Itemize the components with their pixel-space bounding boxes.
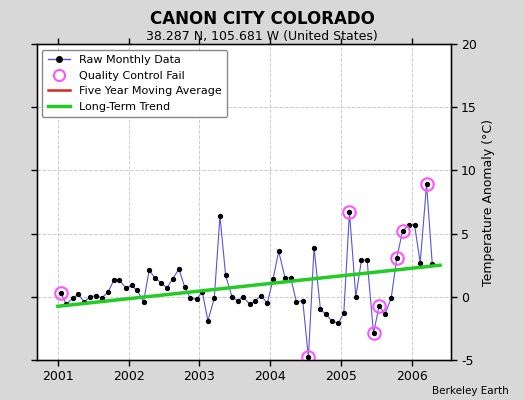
Text: Berkeley Earth: Berkeley Earth (432, 386, 508, 396)
Text: CANON CITY COLORADO: CANON CITY COLORADO (149, 10, 375, 28)
Text: 38.287 N, 105.681 W (United States): 38.287 N, 105.681 W (United States) (146, 30, 378, 43)
Legend: Raw Monthly Data, Quality Control Fail, Five Year Moving Average, Long-Term Tren: Raw Monthly Data, Quality Control Fail, … (42, 50, 227, 117)
Y-axis label: Temperature Anomaly (°C): Temperature Anomaly (°C) (483, 118, 496, 286)
